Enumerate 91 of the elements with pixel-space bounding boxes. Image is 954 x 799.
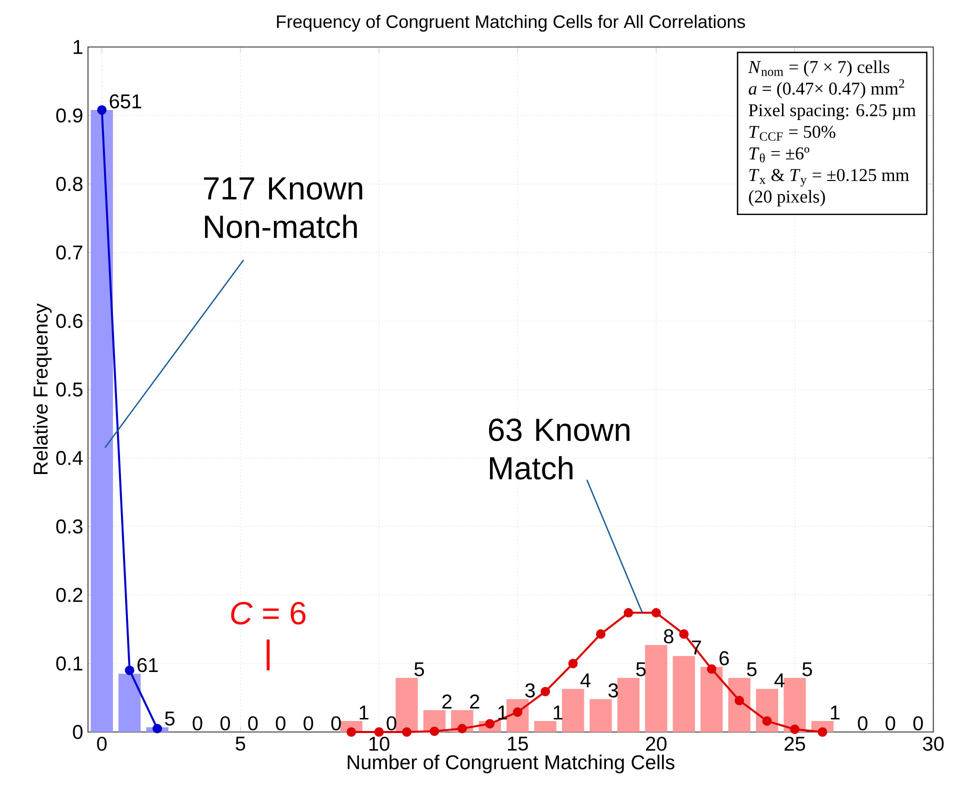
annotation: 3 [525, 683, 535, 698]
y-tick-label: 0.7 [56, 245, 82, 260]
bar [118, 674, 141, 732]
annotation: T$_{x}$ & T$_{y}$ = ±0.125 mm [749, 168, 910, 187]
y-tick-label: 0.5 [56, 382, 82, 397]
bar [562, 688, 584, 732]
annotation: 2 [442, 694, 452, 708]
bar [645, 644, 668, 732]
annotation: 651 [110, 94, 142, 108]
y-tick-label: 0.1 [56, 656, 82, 671]
point [624, 608, 634, 618]
annotation: 0 [220, 716, 230, 730]
x-axis-title: Number of Congruent Matching Cells [348, 754, 674, 774]
x-tick-label: 30 [922, 736, 944, 751]
y-tick-label: 0 [72, 724, 82, 740]
bar [534, 721, 556, 732]
y-tick-label: 0.9 [56, 108, 82, 123]
bar [728, 678, 750, 732]
annotation: 4 [774, 673, 785, 688]
point [706, 664, 716, 674]
annotation: 5 [165, 712, 175, 726]
point [818, 727, 828, 737]
annotation: 0 [331, 716, 341, 730]
point [97, 105, 107, 115]
annotation: T$_{θ}$ = ±6º [749, 147, 810, 162]
annotation: 0 [858, 716, 868, 730]
annotation: 0 [192, 716, 202, 730]
point [430, 726, 440, 736]
y-tick-label: 0.3 [56, 519, 82, 534]
annotation: T$_{CCF}$ = 50% [749, 126, 836, 141]
annotation: 0 [886, 716, 896, 730]
point [402, 727, 412, 737]
point [679, 629, 689, 639]
annotation: 63 Known Match [489, 418, 630, 480]
x-tick-label: 5 [236, 736, 246, 751]
annotation: N$_{nom}$ = (7 × 7) cells [748, 60, 890, 77]
bar [672, 656, 695, 732]
point [457, 724, 467, 734]
annotation: 0 [304, 716, 314, 730]
point [346, 727, 356, 737]
x-tick-label: 10 [369, 736, 390, 751]
annotation: 6 [720, 651, 729, 666]
x-tick-label: 15 [508, 736, 528, 751]
annotation: 1 [830, 706, 840, 720]
annotation: 61 [138, 658, 158, 672]
bar [90, 110, 113, 732]
y-tick-label: 0.6 [56, 314, 82, 328]
y-tick-label: 1 [74, 40, 82, 54]
annotation: 1 [554, 706, 562, 720]
x-tick-label: 0 [97, 736, 107, 751]
x-tick-label: 20 [646, 736, 667, 751]
annotation: 1 [498, 706, 507, 720]
annotation: 5 [802, 662, 812, 676]
point [651, 608, 661, 618]
y-tick-label: 0.8 [56, 176, 82, 192]
annotation: 2 [470, 694, 480, 708]
annotation: Pixel spacing: 6.25 µm [748, 104, 916, 120]
annotation: a = (0.47× 0.47) mm$^{2}$ [748, 79, 904, 98]
point [762, 716, 772, 726]
point [734, 696, 744, 706]
point [596, 629, 606, 639]
annotation: 717 Known Non-match [204, 177, 362, 238]
annotation: 0 [276, 716, 286, 730]
annotation: (20 pixels) [749, 190, 825, 206]
annotation: 3 [608, 683, 618, 698]
bar [396, 678, 418, 732]
annotation: 5 [747, 662, 757, 676]
annotation: 0 [248, 716, 258, 730]
chart-title: Frequency of Congruent Matching Cells for All Correlations [277, 14, 746, 32]
x-tick-label: 25 [784, 736, 806, 751]
annotation: 8 [664, 629, 674, 644]
y-axis-title: Relative Frequency [33, 303, 52, 474]
annotation: 5 [414, 662, 424, 676]
point [374, 727, 384, 737]
ref-line-label: C = 6 [231, 602, 306, 625]
bar [590, 699, 612, 732]
point [568, 658, 578, 668]
point [124, 666, 134, 676]
y-tick-label: 0.4 [56, 450, 83, 466]
annotation: 1 [360, 706, 368, 720]
annotation: 0 [913, 716, 923, 730]
bar [784, 678, 806, 732]
point [540, 686, 550, 696]
annotation: 4 [580, 673, 590, 688]
bar [617, 678, 640, 732]
point [790, 724, 800, 734]
y-tick-label: 0.2 [56, 588, 82, 602]
annotation: 0 [386, 716, 396, 730]
point [152, 724, 162, 734]
annotation: 5 [636, 662, 646, 676]
bar [700, 666, 723, 732]
